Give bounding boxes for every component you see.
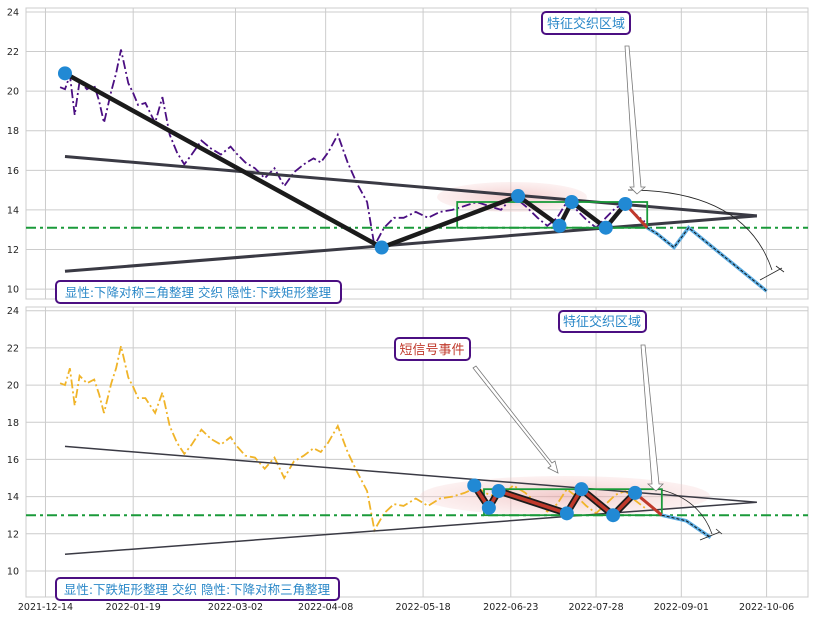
bottom-feature-label: 特征交织区域: [558, 310, 647, 333]
bottom-pattern-label: 显性:下跌矩形整理 交织 隐性:下降对称三角整理: [55, 577, 340, 601]
pivot-point: [467, 478, 482, 493]
bottom-feature-arrow: [640, 344, 664, 492]
pivot-point: [57, 66, 72, 81]
top-feature-label-text: 特征交织区域: [547, 16, 625, 32]
x-tick-label: 2022-10-06: [739, 602, 794, 613]
top-consolidation-box: [456, 201, 649, 229]
pivot-point: [574, 482, 589, 497]
y-tick-label: 18: [7, 418, 19, 429]
bottom-projection-arc: [661, 489, 713, 535]
y-tick-label: 22: [7, 47, 19, 58]
pivot-point: [618, 196, 633, 211]
y-tick-label: 10: [7, 566, 19, 577]
pivot-point: [598, 220, 613, 235]
x-tick-label: 2022-05-18: [395, 602, 450, 613]
top-upper-trendline: [64, 154, 757, 218]
top-feature-label: 特征交织区域: [541, 11, 631, 35]
top-panel: 10 12 14 16 18 20 22 24 特征交织区域 显性:下降对称三角整理 交织 隐…: [7, 7, 809, 304]
x-tick-label: 2021-12-14: [18, 602, 73, 613]
pivot-point: [564, 195, 579, 209]
bottom-pivot-points: [467, 478, 643, 523]
pivot-point: [481, 500, 496, 515]
bottom-projection-dashed: [661, 514, 711, 538]
pivot-point: [606, 508, 621, 523]
bottom-feature-label-text: 特征交织区域: [563, 314, 641, 330]
x-tick-label: 2022-01-19: [106, 602, 161, 613]
y-tick-label: 22: [7, 343, 19, 354]
y-tick-label: 12: [7, 245, 19, 256]
x-tick-label: 2022-04-08: [298, 602, 353, 613]
y-tick-label: 20: [7, 87, 19, 98]
y-tick-label: 14: [7, 492, 19, 503]
bottom-panel: 10 12 14 16 18 20 22 24 特征交织区域 短信号事件 显性:下跌矩形整理 …: [7, 306, 809, 601]
x-tick-label: 2022-09-01: [654, 602, 709, 613]
y-tick-label: 16: [7, 166, 19, 177]
x-tick-label: 2022-07-28: [568, 602, 623, 613]
x-tick-label: 2022-03-02: [208, 602, 263, 613]
top-projection-dashed: [646, 226, 767, 292]
bottom-pattern-label-text: 显性:下跌矩形整理 交织 隐性:下降对称三角整理: [64, 582, 331, 597]
pivot-point: [491, 484, 506, 499]
pivot-point: [374, 240, 389, 255]
top-lower-trendline: [64, 214, 757, 273]
pivot-point: [628, 485, 643, 500]
y-tick-label: 18: [7, 126, 19, 137]
bottom-y-axis: 10 12 14 16 18 20 22 24: [7, 306, 19, 577]
pivot-point: [511, 189, 526, 204]
top-pivot-points: [57, 66, 633, 255]
y-tick-label: 10: [7, 285, 19, 296]
bottom-signal-arrow: [472, 365, 559, 474]
bottom-arc-arrowhead: [699, 528, 723, 541]
top-pattern-label: 显性:下降对称三角整理 交织 隐性:下跌矩形整理: [55, 280, 342, 304]
y-tick-label: 16: [7, 455, 19, 466]
top-arc-arrowhead: [759, 265, 785, 281]
y-tick-label: 24: [7, 306, 19, 317]
bottom-lower-trendline: [64, 501, 757, 555]
bottom-signal-label: 短信号事件: [394, 337, 471, 361]
top-panel-frame: [25, 7, 809, 300]
x-axis: 2021-12-14 2022-01-19 2022-03-02 2022-04-08…: [18, 602, 794, 613]
top-pattern-label-text: 显性:下降对称三角整理 交织 隐性:下跌矩形整理: [65, 285, 332, 300]
top-price-line: [59, 49, 646, 249]
y-tick-label: 12: [7, 529, 19, 540]
x-tick-label: 2022-06-23: [483, 602, 538, 613]
pivot-point: [559, 506, 574, 521]
top-annotation-arrow: [624, 45, 647, 195]
top-y-axis: 10 12 14 16 18 20 22 24: [7, 7, 19, 295]
pivot-point: [552, 218, 567, 233]
bottom-grid: [26, 307, 808, 597]
bottom-signal-label-text: 短信号事件: [399, 343, 464, 358]
y-tick-label: 20: [7, 381, 19, 392]
y-tick-label: 24: [7, 7, 19, 18]
y-tick-label: 14: [7, 205, 19, 216]
top-projection-arc: [627, 189, 773, 271]
